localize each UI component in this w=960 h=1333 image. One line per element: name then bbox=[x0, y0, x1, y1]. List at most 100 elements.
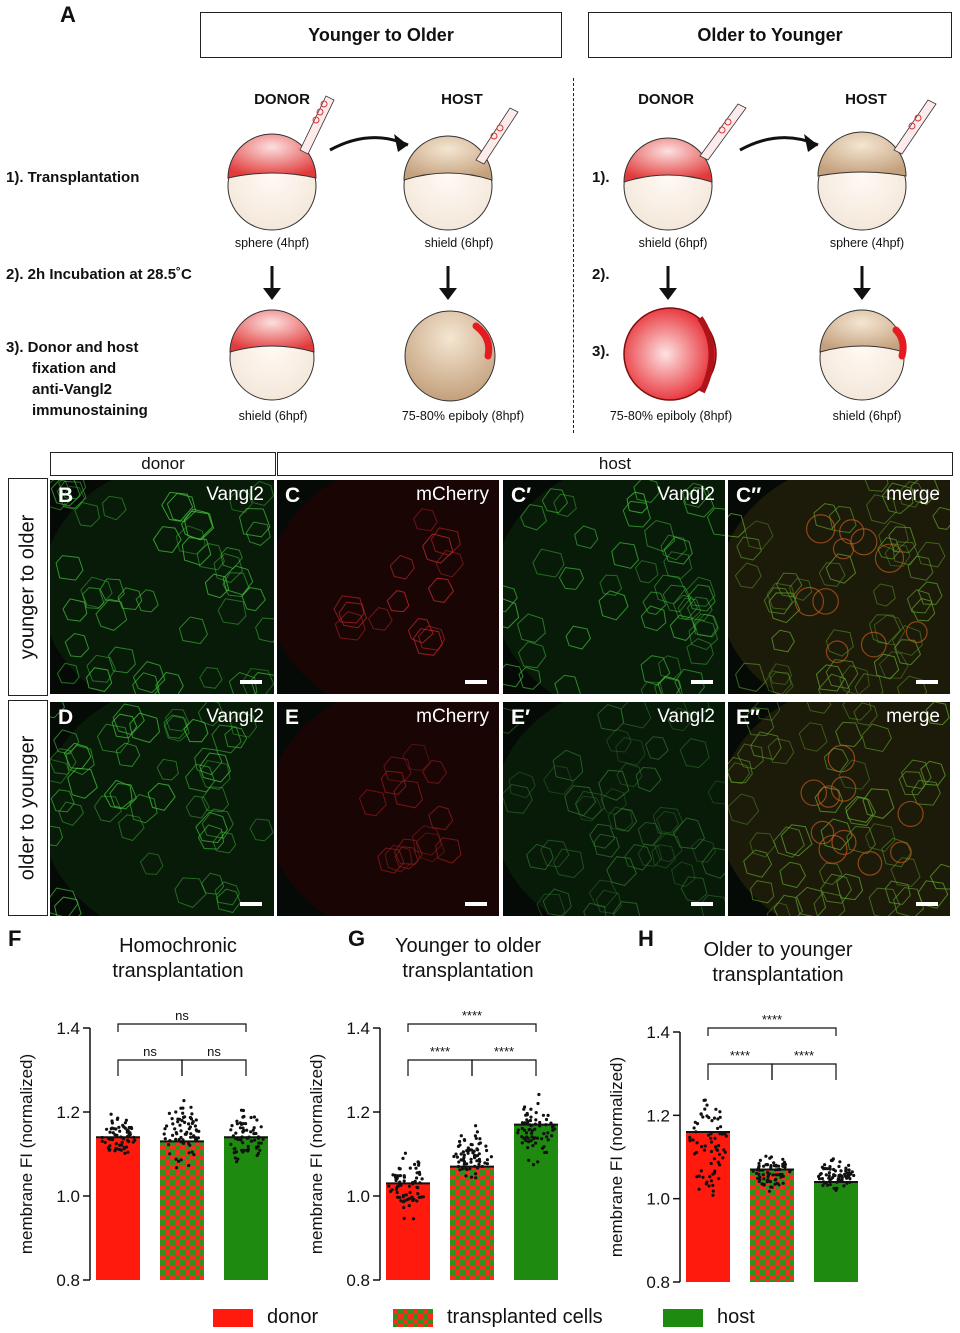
scale-bar bbox=[916, 902, 938, 906]
data-point bbox=[414, 1166, 418, 1170]
data-point bbox=[176, 1120, 180, 1124]
host-column-header: host bbox=[277, 452, 953, 476]
data-point bbox=[528, 1123, 532, 1127]
significance-bracket bbox=[407, 1059, 473, 1076]
data-point bbox=[778, 1172, 782, 1177]
data-point bbox=[187, 1151, 191, 1155]
data-point bbox=[466, 1146, 470, 1150]
data-point bbox=[475, 1166, 480, 1170]
bar-donor bbox=[686, 1132, 730, 1282]
bar-transplanted-cells bbox=[160, 1141, 204, 1280]
data-point bbox=[460, 1158, 464, 1162]
stage-label-host-bottom-right: shield (6hpf) bbox=[832, 409, 902, 423]
data-point bbox=[230, 1124, 234, 1128]
data-point bbox=[709, 1136, 713, 1140]
significance-bracket bbox=[117, 1023, 247, 1032]
significance-bracket bbox=[471, 1059, 537, 1076]
data-point bbox=[695, 1175, 699, 1179]
data-point bbox=[549, 1121, 553, 1125]
data-point bbox=[538, 1120, 542, 1125]
data-point bbox=[711, 1193, 715, 1197]
embryo-donor-epiboly-right bbox=[623, 307, 717, 401]
y-tick-label: 1.4 bbox=[56, 1019, 80, 1038]
significance-bracket bbox=[117, 1059, 183, 1076]
data-point bbox=[475, 1154, 479, 1158]
data-point bbox=[714, 1145, 718, 1149]
younger-to-older-title: Younger to Older bbox=[308, 24, 454, 45]
data-point bbox=[415, 1176, 419, 1180]
micrograph-stain-label: Vangl2 bbox=[657, 484, 715, 505]
data-point bbox=[527, 1140, 531, 1144]
row-label-younger-to-older: younger to older bbox=[8, 478, 48, 696]
data-point bbox=[529, 1115, 533, 1119]
data-point bbox=[697, 1187, 701, 1191]
data-point bbox=[709, 1149, 714, 1154]
data-point bbox=[174, 1110, 178, 1114]
micrograph-stain-label: merge bbox=[886, 484, 940, 505]
micrograph-image bbox=[728, 702, 950, 916]
y-tick-label: 1.4 bbox=[346, 1019, 370, 1038]
data-point bbox=[485, 1162, 489, 1166]
data-point bbox=[167, 1143, 171, 1147]
data-point bbox=[110, 1126, 114, 1130]
data-point bbox=[847, 1171, 852, 1175]
data-point bbox=[261, 1137, 265, 1141]
data-point bbox=[229, 1128, 233, 1132]
data-point bbox=[458, 1168, 462, 1172]
micrograph-panel-letter: E″ bbox=[736, 706, 761, 729]
data-point bbox=[842, 1184, 846, 1188]
data-point bbox=[194, 1118, 198, 1122]
data-point bbox=[820, 1177, 825, 1181]
data-point bbox=[769, 1164, 773, 1168]
data-point bbox=[452, 1154, 456, 1159]
data-point bbox=[163, 1127, 167, 1131]
data-point bbox=[187, 1141, 191, 1146]
data-point bbox=[474, 1172, 478, 1176]
data-point bbox=[716, 1160, 720, 1164]
data-point bbox=[196, 1136, 200, 1140]
data-point bbox=[114, 1146, 118, 1150]
data-point bbox=[544, 1123, 548, 1127]
data-point bbox=[778, 1167, 782, 1172]
data-point bbox=[234, 1131, 238, 1135]
chart-title-f: Homochronic transplantation bbox=[112, 935, 244, 982]
data-point bbox=[716, 1126, 720, 1130]
data-point bbox=[179, 1135, 183, 1140]
data-point bbox=[110, 1136, 114, 1141]
significance-bracket bbox=[771, 1063, 837, 1080]
data-point bbox=[828, 1182, 832, 1187]
data-point bbox=[845, 1181, 849, 1185]
data-point bbox=[405, 1198, 409, 1202]
data-point bbox=[120, 1140, 124, 1144]
data-point bbox=[111, 1131, 115, 1135]
y-tick-label: 1.4 bbox=[646, 1023, 670, 1042]
data-point bbox=[408, 1190, 412, 1195]
bar-host bbox=[514, 1124, 558, 1280]
data-point bbox=[823, 1163, 827, 1167]
data-point bbox=[238, 1126, 242, 1130]
data-point bbox=[184, 1132, 188, 1136]
data-point bbox=[182, 1099, 186, 1103]
y-axis-label: membrane FI (normalized) bbox=[307, 1054, 326, 1254]
data-point bbox=[402, 1205, 406, 1210]
micrograph-panel-letter: C″ bbox=[736, 484, 762, 507]
data-point bbox=[832, 1167, 836, 1172]
data-point bbox=[100, 1135, 104, 1140]
data-point bbox=[239, 1108, 244, 1112]
data-point bbox=[132, 1135, 136, 1139]
data-point bbox=[176, 1159, 181, 1163]
data-point bbox=[180, 1119, 184, 1123]
data-point bbox=[466, 1151, 470, 1155]
data-point bbox=[550, 1134, 554, 1138]
step-2-short-label: 2). bbox=[592, 266, 610, 283]
panel-letter-h: H bbox=[638, 926, 654, 951]
data-point bbox=[691, 1138, 695, 1142]
data-point bbox=[724, 1134, 728, 1138]
data-point bbox=[710, 1119, 714, 1123]
y-tick-label: 0.8 bbox=[646, 1273, 670, 1292]
data-point bbox=[183, 1120, 187, 1124]
data-point bbox=[415, 1171, 419, 1175]
data-point bbox=[522, 1107, 526, 1111]
host-column-heading-left: HOST bbox=[441, 91, 483, 108]
data-point bbox=[551, 1128, 555, 1132]
